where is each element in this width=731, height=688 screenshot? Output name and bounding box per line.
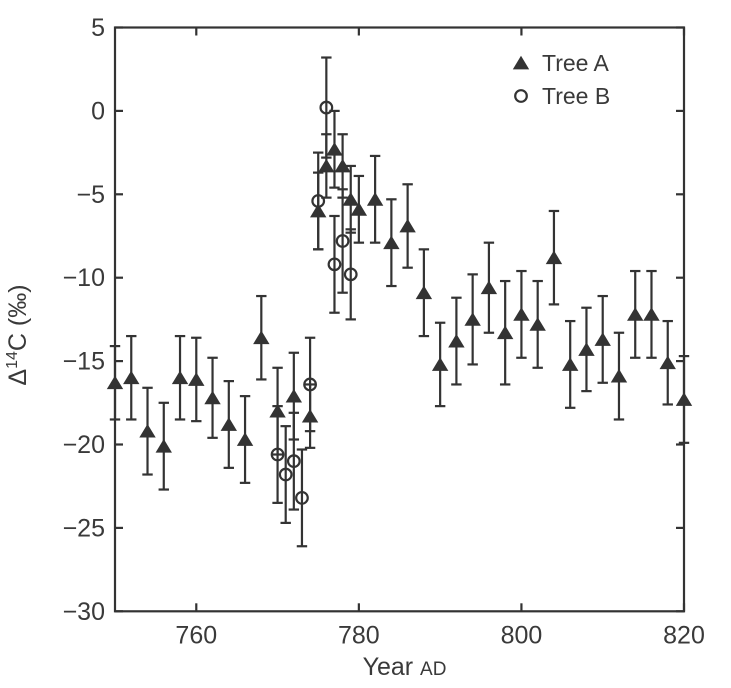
data-point-marker	[319, 100, 334, 115]
data-point-marker	[610, 368, 628, 383]
data-point-marker	[513, 307, 530, 321]
data-point-marker	[334, 158, 351, 173]
data-point-marker	[545, 250, 563, 265]
y-axis-label: Δ14C (‰)	[4, 284, 32, 385]
legend-triangle-icon	[512, 55, 530, 70]
legend-item-tree-a: Tree A	[512, 50, 610, 76]
x-tick-label: 800	[501, 621, 543, 649]
legend-label: Tree B	[542, 83, 610, 109]
x-axis-label: Year AD	[363, 653, 447, 681]
data-point-marker	[675, 392, 693, 406]
data-point-marker	[464, 312, 481, 326]
data-point-marker	[659, 355, 676, 370]
data-point-marker	[220, 417, 237, 431]
data-point-marker	[496, 325, 514, 340]
data-point-marker	[350, 202, 368, 216]
data-point-marker	[431, 357, 449, 371]
data-point-marker	[303, 377, 317, 392]
y-tick-label: −10	[63, 264, 105, 292]
y-tick-label: 0	[91, 97, 105, 125]
data-point-marker	[139, 423, 156, 438]
axis-labels: 760 780 800 820 5 0 −5 −10 −15 −20 −25 −30 Year AD Δ1…	[4, 14, 705, 681]
data-point-marker	[343, 267, 358, 282]
data-point-marker	[594, 332, 611, 346]
axis-ticks	[115, 26, 686, 613]
data-series	[106, 56, 693, 548]
y-tick-label: −5	[76, 181, 105, 209]
y-tick-label: 5	[91, 14, 105, 42]
y-tick-label: −20	[63, 431, 105, 459]
data-point-marker	[627, 307, 644, 321]
data-point-marker	[578, 342, 595, 356]
legend-item-tree-b: Tree B	[514, 83, 610, 109]
data-point-marker	[155, 438, 172, 453]
data-point-marker	[480, 280, 498, 295]
data-point-marker	[643, 307, 660, 321]
plot-border	[113, 26, 686, 613]
x-tick-label: 820	[663, 621, 705, 649]
plot-box	[113, 26, 686, 613]
data-point-marker	[335, 234, 350, 248]
series-tree-a	[106, 109, 693, 491]
data-point-marker	[295, 490, 309, 505]
data-point-marker	[123, 370, 140, 385]
data-point-marker	[253, 330, 270, 345]
data-point-marker	[529, 317, 546, 331]
data-point-marker	[399, 218, 416, 233]
data-point-marker	[342, 192, 359, 206]
data-point-marker	[562, 357, 579, 371]
data-point-marker	[106, 375, 124, 390]
data-point-marker	[383, 235, 400, 250]
data-point-marker	[278, 467, 293, 482]
legend: Tree A Tree B	[512, 50, 610, 109]
data-point-marker	[448, 333, 465, 348]
y-tick-label: −15	[63, 348, 105, 376]
data-point-marker	[415, 285, 433, 300]
data-point-marker	[204, 390, 221, 405]
data-point-marker	[311, 194, 326, 208]
legend-circle-icon	[514, 89, 528, 103]
data-point-marker	[270, 447, 285, 462]
legend-label: Tree A	[542, 50, 610, 76]
series-tree-b	[270, 56, 358, 548]
data-point-marker	[236, 432, 254, 446]
data-point-marker	[327, 257, 342, 272]
data-point-marker	[171, 370, 189, 385]
data-point-marker	[285, 388, 303, 403]
y-tick-label: −30	[63, 598, 105, 626]
data-point-marker	[326, 142, 343, 156]
data-point-marker	[318, 158, 335, 173]
x-tick-label: 780	[338, 621, 380, 649]
y-tick-label: −25	[63, 514, 105, 542]
data-point-marker	[286, 454, 301, 469]
x-tick-label: 760	[175, 621, 217, 649]
data-point-marker	[366, 192, 384, 206]
data-point-marker	[188, 372, 205, 386]
